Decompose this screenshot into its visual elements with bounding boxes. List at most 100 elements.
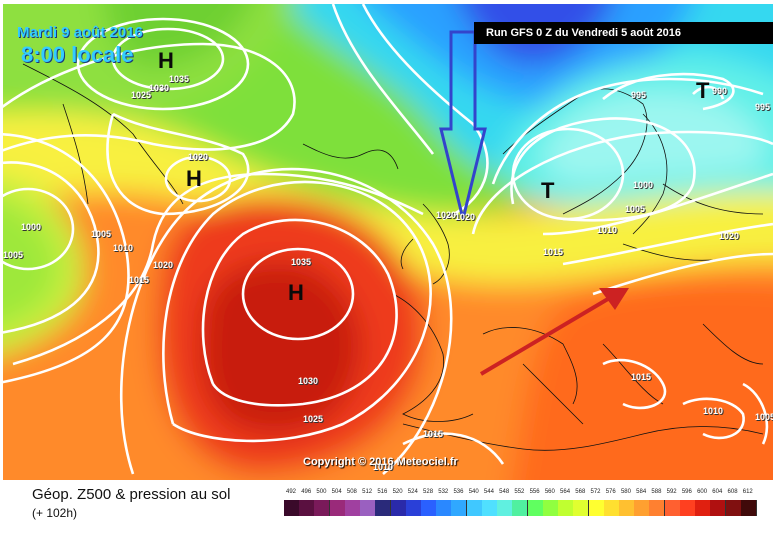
high-pressure-center: H bbox=[158, 48, 174, 73]
isobar-label: 1005 bbox=[91, 229, 112, 239]
weather-map: Mardi 9 août 2016 8:00 locale Run GFS 0 … bbox=[3, 4, 773, 480]
isobar-label: 1000 bbox=[633, 180, 654, 190]
scale-color-cell bbox=[512, 500, 529, 516]
isobars bbox=[3, 4, 773, 475]
scale-tick-label: 596 bbox=[681, 489, 692, 495]
isobar-label: 995 bbox=[755, 102, 771, 112]
isobar-label: 1010 bbox=[113, 243, 134, 253]
scale-tick-label: 536 bbox=[453, 489, 464, 495]
isobar-label: 1020 bbox=[719, 231, 740, 241]
isobar-label: 1035 bbox=[291, 257, 312, 267]
isobar-label: 1015 bbox=[423, 429, 444, 439]
trough-arrow bbox=[439, 30, 487, 220]
isobar-label: 1015 bbox=[543, 247, 564, 257]
isobar-label: 1025 bbox=[303, 414, 324, 424]
scale-color-cell bbox=[314, 500, 331, 516]
isobar-label: 1010 bbox=[373, 462, 394, 472]
forecast-time: 8:00 locale bbox=[21, 42, 134, 67]
scale-color-cell bbox=[451, 500, 468, 516]
scale-color-cell bbox=[284, 500, 300, 516]
scale-color-cell bbox=[299, 500, 316, 516]
map-title: Géop. Z500 & pression au sol bbox=[32, 486, 231, 503]
scale-color-cell bbox=[497, 500, 514, 516]
scale-tick-label: 604 bbox=[712, 489, 723, 495]
scale-color-cell bbox=[664, 500, 681, 516]
isobar-label: 1030 bbox=[149, 83, 170, 93]
isobar-label: 1030 bbox=[298, 376, 319, 386]
isobar-label: 1020 bbox=[436, 210, 457, 220]
forecast-range: (+ 102h) bbox=[32, 506, 78, 520]
forecast-date: Mardi 9 août 2016 bbox=[17, 24, 143, 41]
scale-tick-label: 548 bbox=[499, 489, 510, 495]
map-canvas bbox=[3, 4, 773, 480]
scale-color-cell bbox=[558, 500, 575, 516]
color-scale: 492 496 500 504 508 512 516 520 524 528 532 536 540 5… bbox=[284, 489, 757, 519]
isobar-label: 1035 bbox=[169, 74, 190, 84]
isobar-label: 1020 bbox=[188, 152, 209, 162]
isobar-label: 1025 bbox=[131, 90, 152, 100]
isobar-label: 1015 bbox=[129, 275, 150, 285]
low-pressure-center: T bbox=[541, 178, 555, 203]
ridge-arrow bbox=[479, 288, 629, 376]
scale-tick-label: 608 bbox=[727, 489, 738, 495]
scale-tick-label: 600 bbox=[697, 489, 708, 495]
scale-color-cell bbox=[390, 500, 407, 516]
scale-color-cell bbox=[710, 500, 727, 516]
scale-color-cell bbox=[360, 500, 377, 516]
copyright-text: Copyright © 2016 Meteociel.fr bbox=[303, 456, 458, 468]
scale-tick-label: 528 bbox=[423, 489, 434, 495]
scale-tick-label: 544 bbox=[483, 489, 494, 495]
scale-color-cell bbox=[542, 500, 559, 516]
high-pressure-center: H bbox=[288, 280, 304, 305]
scale-color-cell bbox=[725, 500, 742, 516]
isobar-label: 990 bbox=[712, 86, 728, 96]
scale-tick-label: 568 bbox=[575, 489, 586, 495]
scale-tick-label: 516 bbox=[377, 489, 388, 495]
high-pressure-center: H bbox=[186, 166, 202, 191]
model-run-label: Run GFS 0 Z du Vendredi 5 août 2016 bbox=[474, 22, 773, 44]
isobar-label: 1005 bbox=[3, 250, 24, 260]
scale-color-cell bbox=[649, 500, 666, 516]
scale-tick-label: 560 bbox=[544, 489, 555, 495]
scale-color-cell bbox=[618, 500, 635, 516]
isobar-label: 1020 bbox=[153, 260, 174, 270]
scale-tick-label: 576 bbox=[605, 489, 616, 495]
scale-color-cell bbox=[573, 500, 590, 516]
scale-tick-label: 524 bbox=[407, 489, 418, 495]
scale-tick-label: 592 bbox=[666, 489, 677, 495]
scale-color-cell bbox=[405, 500, 422, 516]
scale-color-cell bbox=[481, 500, 498, 516]
scale-tick-label: 540 bbox=[468, 489, 479, 495]
scale-tick-label: 564 bbox=[560, 489, 571, 495]
scale-color-cell bbox=[329, 500, 346, 516]
scale-color-cell bbox=[436, 500, 453, 516]
scale-tick-label: 612 bbox=[742, 489, 753, 495]
scale-tick-label: 504 bbox=[331, 489, 342, 495]
scale-tick-label: 588 bbox=[651, 489, 662, 495]
isobar-label: 1015 bbox=[631, 372, 652, 382]
scale-color-cell bbox=[695, 500, 712, 516]
scale-color-cell bbox=[466, 500, 483, 516]
isobar-label: 1010 bbox=[703, 406, 724, 416]
isobar-label: 1005 bbox=[625, 204, 646, 214]
scale-tick-label: 520 bbox=[392, 489, 403, 495]
scale-tick-label: 584 bbox=[636, 489, 647, 495]
scale-tick-label: 580 bbox=[620, 489, 631, 495]
scale-tick-label: 492 bbox=[285, 489, 296, 495]
scale-tick-label: 508 bbox=[346, 489, 357, 495]
scale-color-cell bbox=[603, 500, 620, 516]
low-pressure-center: T bbox=[696, 78, 710, 103]
scale-tick-label: 572 bbox=[590, 489, 601, 495]
isobar-label: 1010 bbox=[597, 225, 618, 235]
scale-color-cell bbox=[740, 500, 757, 516]
scale-color-cell bbox=[679, 500, 696, 516]
isobar-label: 1000 bbox=[21, 222, 42, 232]
scale-color-cell bbox=[527, 500, 544, 516]
scale-color-cell bbox=[344, 500, 361, 516]
scale-tick-label: 500 bbox=[316, 489, 327, 495]
scale-tick-label: 556 bbox=[529, 489, 540, 495]
scale-color-cell bbox=[421, 500, 438, 516]
scale-color-cell bbox=[588, 500, 605, 516]
scale-tick-label: 496 bbox=[301, 489, 312, 495]
isobar-label: 1020 bbox=[455, 212, 476, 222]
